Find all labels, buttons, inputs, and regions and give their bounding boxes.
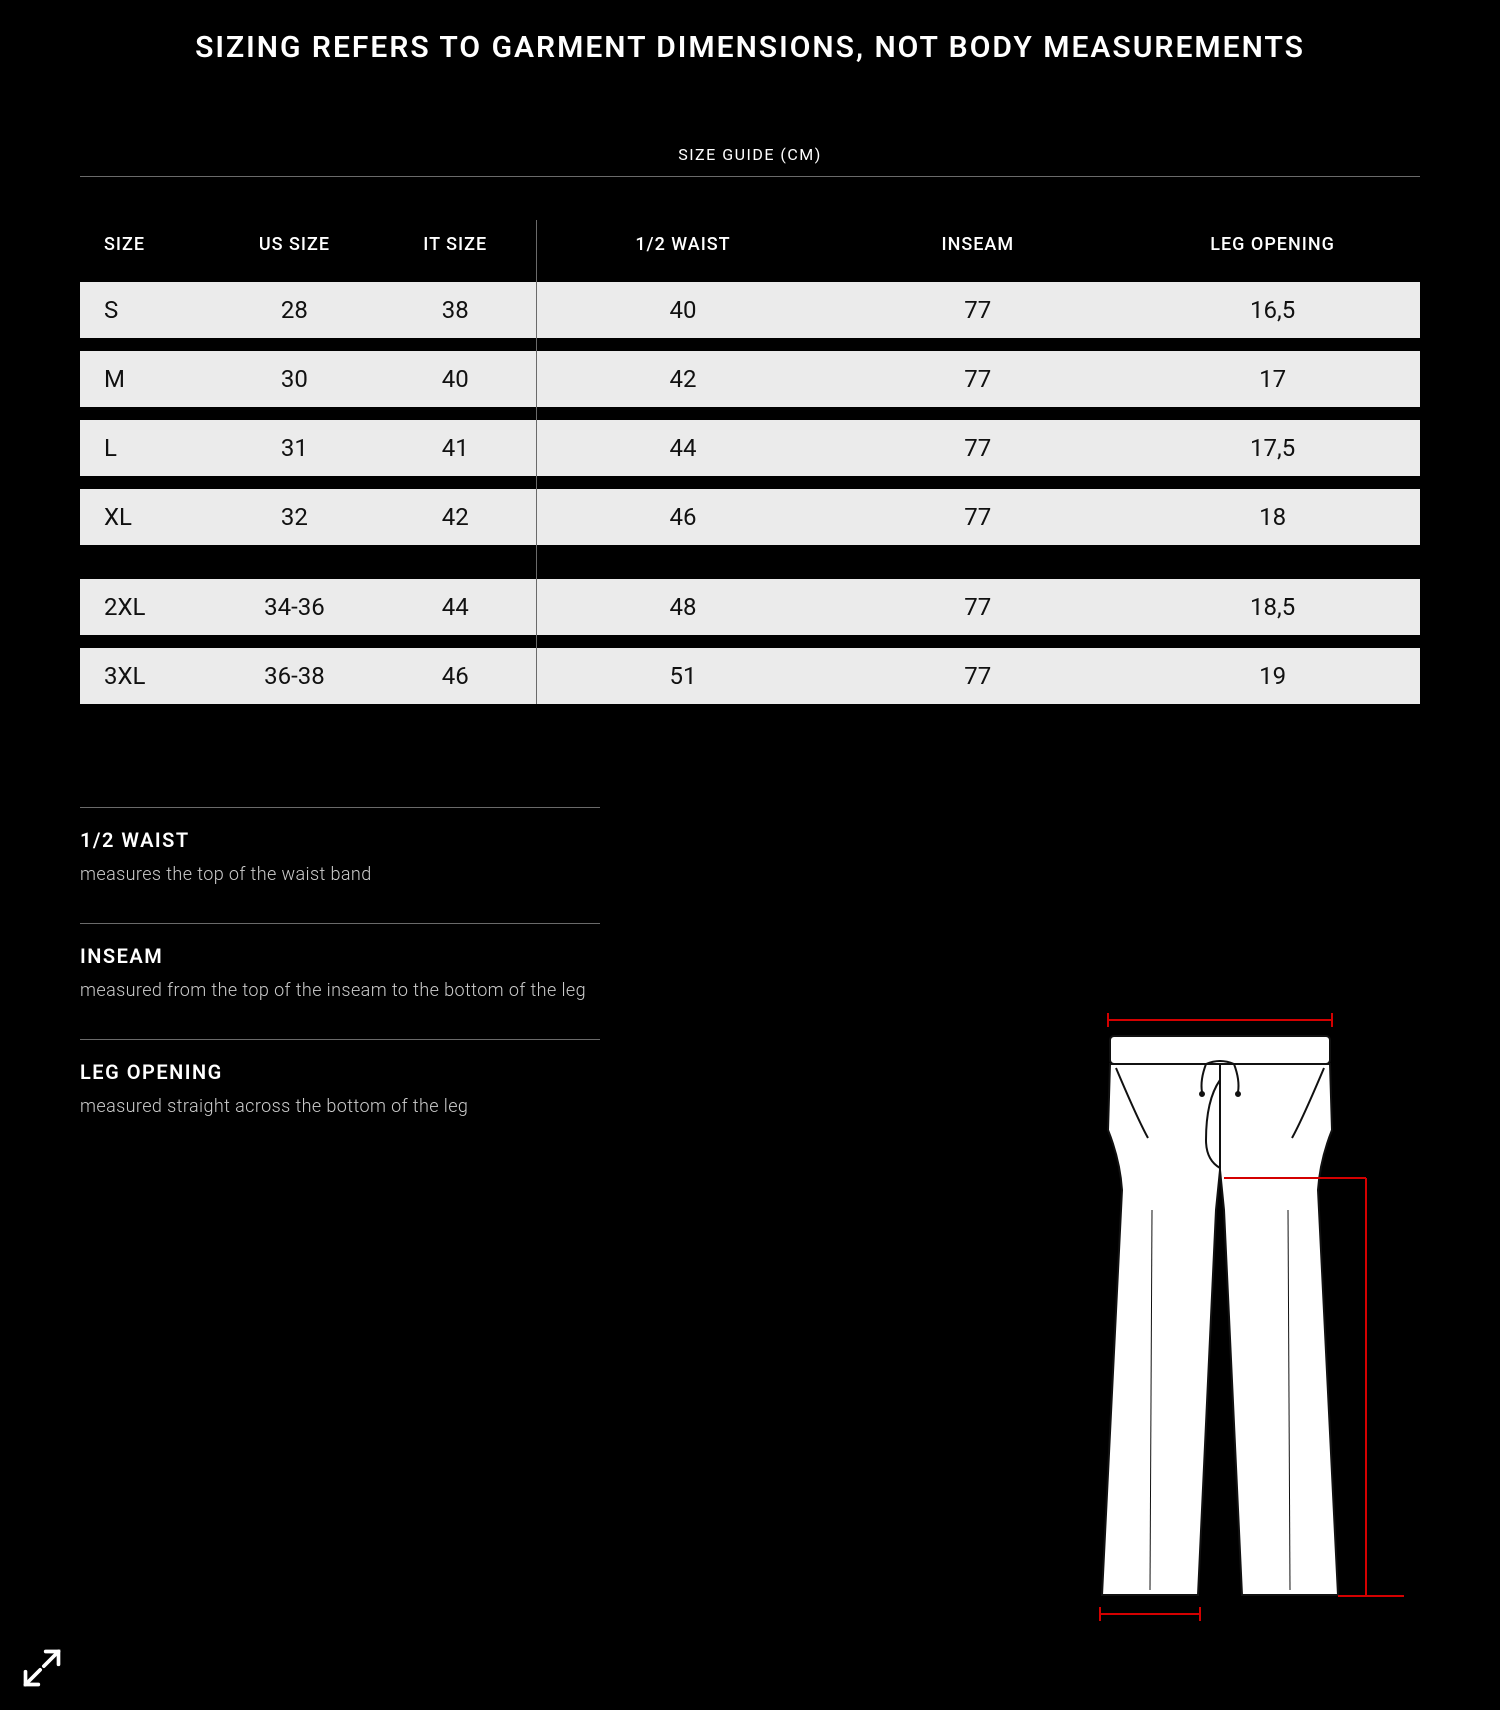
table-cell: S	[80, 282, 214, 338]
size-guide-subtitle: SIZE GUIDE (CM)	[80, 145, 1420, 164]
table-cell: 28	[214, 282, 375, 338]
table-cell: 48	[536, 579, 831, 635]
pants-diagram	[1030, 1010, 1410, 1630]
column-size: SIZE	[80, 220, 214, 269]
table-cell: 46	[536, 489, 831, 545]
table-cell: 42	[536, 351, 831, 407]
desc-waist-body: measures the top of the waist band	[80, 864, 600, 885]
desc-leg-opening-title: LEG OPENING	[80, 1060, 600, 1084]
size-table-wrap: SIZE US SIZE IT SIZE 1/2 WAIST INSEAM LE…	[80, 207, 1420, 717]
table-cell: 17,5	[1125, 420, 1420, 476]
table-cell: 16,5	[1125, 282, 1420, 338]
table-cell: 18	[1125, 489, 1420, 545]
table-cell: 41	[375, 420, 536, 476]
expand-icon[interactable]	[20, 1646, 64, 1690]
table-cell: 40	[536, 282, 831, 338]
table-cell: 44	[375, 579, 536, 635]
column-us-size: US SIZE	[214, 220, 375, 269]
table-row: M3040427717	[80, 351, 1420, 407]
column-half-waist: 1/2 WAIST	[536, 220, 831, 269]
table-cell: 77	[830, 648, 1125, 704]
table-cell: M	[80, 351, 214, 407]
table-row: 2XL34-3644487718,5	[80, 579, 1420, 635]
table-cell: 77	[830, 420, 1125, 476]
table-cell: 46	[375, 648, 536, 704]
desc-inseam-body: measured from the top of the inseam to t…	[80, 980, 600, 1001]
measurement-descriptions: 1/2 WAIST measures the top of the waist …	[80, 807, 600, 1155]
table-cell: 44	[536, 420, 831, 476]
table-cell: 77	[830, 579, 1125, 635]
table-cell: XL	[80, 489, 214, 545]
table-cell: 30	[214, 351, 375, 407]
table-cell: 40	[375, 351, 536, 407]
table-row: S2838407716,5	[80, 282, 1420, 338]
table-cell: 3XL	[80, 648, 214, 704]
table-cell: 2XL	[80, 579, 214, 635]
table-cell: 17	[1125, 351, 1420, 407]
desc-leg-opening-body: measured straight across the bottom of t…	[80, 1096, 600, 1117]
content-area: SIZE GUIDE (CM) SIZE US SIZE IT SIZE 1/2…	[0, 145, 1500, 1155]
table-cell: 36-38	[214, 648, 375, 704]
desc-waist: 1/2 WAIST measures the top of the waist …	[80, 807, 600, 923]
table-header-row: SIZE US SIZE IT SIZE 1/2 WAIST INSEAM LE…	[80, 220, 1420, 269]
desc-leg-opening: LEG OPENING measured straight across the…	[80, 1039, 600, 1155]
table-column-separator	[536, 220, 537, 704]
table-row: 3XL36-3846517719	[80, 648, 1420, 704]
divider	[80, 176, 1420, 177]
page-title: SIZING REFERS TO GARMENT DIMENSIONS, NOT…	[0, 0, 1500, 65]
table-row: L3141447717,5	[80, 420, 1420, 476]
size-table: SIZE US SIZE IT SIZE 1/2 WAIST INSEAM LE…	[80, 207, 1420, 717]
table-cell: 34-36	[214, 579, 375, 635]
table-cell: 77	[830, 351, 1125, 407]
desc-inseam: INSEAM measured from the top of the inse…	[80, 923, 600, 1039]
table-cell: 18,5	[1125, 579, 1420, 635]
table-cell: L	[80, 420, 214, 476]
table-cell: 38	[375, 282, 536, 338]
table-cell: 77	[830, 489, 1125, 545]
column-inseam: INSEAM	[830, 220, 1125, 269]
table-cell: 51	[536, 648, 831, 704]
column-it-size: IT SIZE	[375, 220, 536, 269]
desc-waist-title: 1/2 WAIST	[80, 828, 600, 852]
desc-inseam-title: INSEAM	[80, 944, 600, 968]
table-cell: 19	[1125, 648, 1420, 704]
column-leg-opening: LEG OPENING	[1125, 220, 1420, 269]
table-cell: 32	[214, 489, 375, 545]
table-cell: 31	[214, 420, 375, 476]
table-cell: 77	[830, 282, 1125, 338]
table-row: XL3242467718	[80, 489, 1420, 545]
table-cell: 42	[375, 489, 536, 545]
